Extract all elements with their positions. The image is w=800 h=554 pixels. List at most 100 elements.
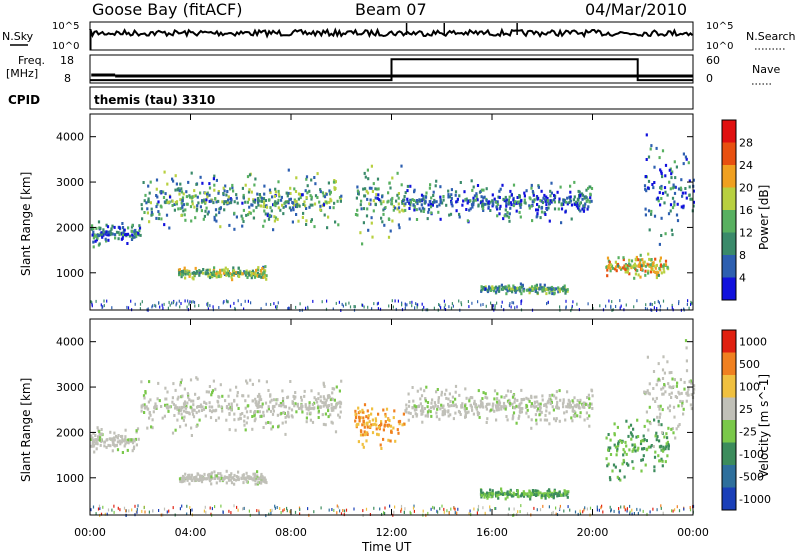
- noise-cell: [320, 506, 322, 510]
- echo-cell: [256, 405, 259, 409]
- echo-cell: [666, 436, 669, 440]
- echo-cell: [520, 410, 523, 414]
- noise-cell: [169, 303, 171, 307]
- noise-cell: [162, 306, 164, 310]
- echo-cell: [183, 270, 186, 274]
- echo-cell: [245, 479, 248, 483]
- noise-cell: [671, 509, 673, 513]
- noise-cell: [494, 304, 496, 308]
- echo-cell: [671, 233, 674, 237]
- echo-cell: [311, 203, 314, 207]
- noise-cell: [186, 305, 188, 309]
- echo-cell: [227, 394, 230, 398]
- colorbar-tick-label: -25: [739, 425, 757, 438]
- noise-cell: [143, 506, 145, 510]
- echo-cell: [127, 441, 130, 445]
- echo-cell: [678, 423, 681, 426]
- colorbar-tick-label: 16: [739, 204, 753, 217]
- echo-cell: [99, 226, 102, 230]
- noise-cell: [335, 301, 337, 305]
- echo-cell: [232, 478, 236, 481]
- noise-cell: [250, 301, 252, 305]
- echo-cell: [382, 208, 385, 212]
- echo-cell: [548, 291, 551, 295]
- noise-cell: [186, 512, 188, 516]
- noise-cell: [690, 303, 692, 306]
- noise-cell: [615, 305, 617, 308]
- echo-cell: [251, 477, 254, 481]
- echo-cell: [498, 189, 501, 193]
- echo-cell: [539, 491, 542, 495]
- noise-cell: [343, 509, 346, 513]
- echo-cell: [509, 488, 512, 492]
- noise-cell: [456, 511, 458, 515]
- echo-cell: [644, 273, 647, 277]
- echo-cell: [648, 228, 651, 232]
- noise-cell: [341, 302, 343, 306]
- echo-cell: [233, 482, 236, 486]
- echo-cell: [291, 206, 294, 210]
- colorbar-tick-label: -500: [739, 470, 764, 483]
- echo-cell: [622, 458, 625, 462]
- echo-cell: [642, 454, 645, 458]
- echo-cell: [90, 227, 93, 231]
- echo-cell: [252, 209, 255, 213]
- echo-cell: [363, 422, 366, 426]
- noise-cell: [414, 306, 416, 310]
- echo-cell: [647, 428, 650, 432]
- echo-cell: [225, 475, 228, 479]
- echo-cell: [491, 193, 494, 197]
- echo-cell: [105, 230, 108, 234]
- echo-cell: [98, 234, 101, 238]
- echo-cell: [567, 490, 570, 494]
- echo-cell: [179, 207, 182, 211]
- noise-cell: [307, 307, 309, 311]
- echo-cell: [372, 182, 375, 186]
- noise-cell: [268, 512, 270, 516]
- noise-cell: [136, 507, 138, 511]
- echo-cell: [116, 440, 119, 444]
- echo-cell: [588, 424, 591, 428]
- echo-cell: [623, 450, 626, 454]
- echo-cell: [549, 189, 552, 193]
- echo-cell: [251, 382, 254, 386]
- echo-cell: [259, 195, 262, 199]
- echo-cell: [324, 423, 327, 427]
- echo-cell: [608, 476, 612, 480]
- noise-cell: [269, 509, 271, 512]
- echo-cell: [542, 196, 545, 200]
- noise-cell: [492, 304, 494, 308]
- echo-cell: [232, 273, 236, 277]
- echo-cell: [121, 438, 124, 441]
- echo-cell: [529, 497, 532, 501]
- echo-cell: [507, 284, 511, 288]
- echo-cell: [526, 408, 529, 412]
- echo-cell: [484, 395, 487, 399]
- echo-cell: [411, 415, 415, 419]
- noise-cell: [482, 303, 484, 306]
- echo-cell: [227, 195, 230, 199]
- echo-cell: [178, 192, 181, 196]
- noise-cell: [401, 301, 403, 305]
- echo-cell: [586, 396, 589, 399]
- echo-cell: [513, 202, 516, 206]
- echo-cell: [649, 263, 652, 267]
- echo-cell: [195, 182, 198, 186]
- echo-cell: [480, 488, 483, 492]
- echo-cell: [569, 403, 572, 407]
- nsearch-label: N.Search: [746, 30, 796, 43]
- echo-cell: [121, 434, 124, 438]
- colorbar-swatch: [722, 277, 736, 300]
- noise-cell: [454, 507, 456, 511]
- echo-cell: [533, 400, 536, 404]
- echo-cell: [659, 459, 662, 463]
- noise-cell: [371, 307, 373, 311]
- noise-cell: [587, 302, 589, 306]
- echo-cell: [290, 408, 294, 412]
- echo-cell: [294, 395, 297, 399]
- echo-cell: [355, 196, 358, 200]
- noise-cell: [610, 305, 612, 309]
- echo-cell: [389, 186, 392, 190]
- noise-cell: [494, 507, 496, 510]
- echo-cell: [354, 409, 357, 413]
